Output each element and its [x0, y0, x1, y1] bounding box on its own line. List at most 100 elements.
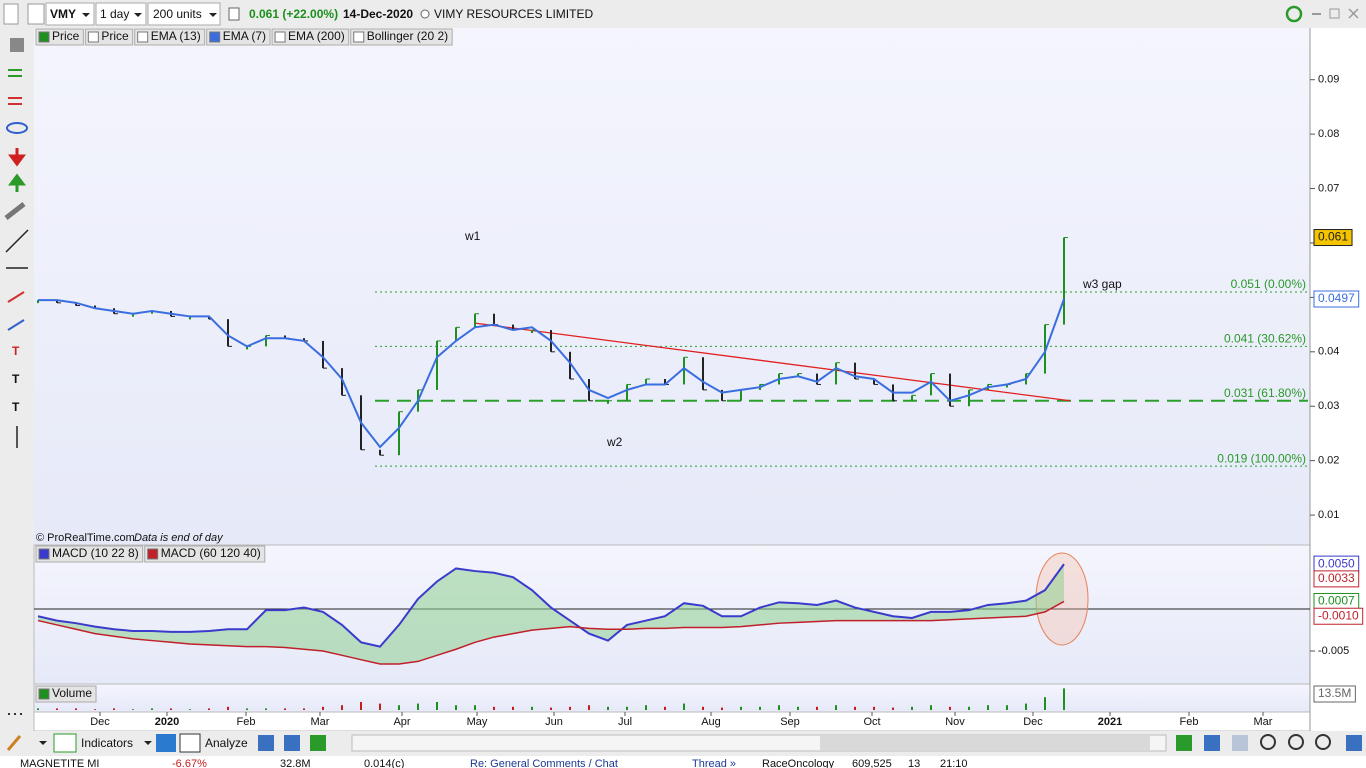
fib-label: 0.051 (0.00%) [1231, 277, 1306, 291]
volume-bar [778, 705, 780, 710]
radio[interactable] [420, 9, 430, 19]
volume-bar [151, 708, 153, 710]
trend-tool[interactable] [7, 291, 25, 303]
legend-bg [35, 545, 144, 563]
tool-icon[interactable] [258, 735, 274, 751]
hline-tool-red[interactable] [8, 97, 22, 105]
legend-bg [144, 545, 266, 563]
volume-bar [284, 708, 286, 710]
redo-button[interactable] [1232, 735, 1248, 751]
zoom-button[interactable] [1260, 734, 1276, 750]
sync-icon[interactable] [1285, 5, 1303, 23]
indicators-button[interactable]: Indicators [81, 736, 133, 750]
tool-icon[interactable] [1346, 735, 1362, 751]
volume-bar [702, 706, 704, 710]
info-icon[interactable] [228, 7, 240, 21]
legend-item: MACD (10 22 8) [35, 545, 144, 563]
line-tool[interactable] [5, 229, 29, 253]
volume-bar [341, 705, 343, 710]
volume-bar [968, 706, 970, 710]
trash-tool[interactable] [10, 38, 24, 52]
annotation: w3 gap [1082, 277, 1122, 291]
value-label-bg [1313, 290, 1360, 308]
tool-icon[interactable] [310, 735, 326, 751]
volume-bar [132, 709, 134, 710]
legend-item: Bollinger (20 2) [350, 28, 453, 46]
legend-bg [271, 28, 350, 46]
value-label: -0.0010 [1318, 608, 1359, 622]
legend-item: EMA (13) [134, 28, 206, 46]
ruler-tool[interactable] [4, 202, 26, 220]
hline-tool[interactable] [8, 69, 22, 77]
status-bar [0, 756, 1366, 768]
minimize-button[interactable] [1312, 13, 1321, 15]
color-button[interactable] [3, 3, 19, 25]
legend-label: EMA (200) [288, 29, 345, 43]
volume-bar [379, 703, 381, 710]
volume-bar [645, 705, 647, 710]
y-tick-label: 0.07 [1318, 182, 1339, 194]
analyze-icon[interactable] [179, 733, 201, 753]
units-box[interactable] [147, 2, 221, 26]
macd-band [38, 564, 1064, 665]
tool-icon[interactable] [1176, 735, 1192, 751]
indicators-icon[interactable] [53, 733, 77, 753]
macd-line [37, 600, 1065, 665]
volume-bar [436, 702, 438, 710]
ticker: VMY [50, 7, 76, 21]
value-label-box: -0.0010 [1313, 607, 1364, 625]
volume-bar [588, 705, 590, 710]
value-label: 0.0050 [1318, 556, 1355, 570]
text-tool-icon[interactable]: T [12, 372, 20, 386]
legend-label: EMA (7) [223, 29, 266, 43]
volume-bar [1063, 688, 1065, 710]
volume-bar [246, 708, 248, 710]
ellipse-tool[interactable] [6, 122, 28, 134]
close-button[interactable] [1348, 8, 1359, 19]
pencil-icon[interactable] [6, 735, 22, 751]
buy-arrow[interactable] [8, 173, 26, 192]
volume-bar [512, 706, 514, 710]
volume-bar [569, 706, 571, 710]
x-tick-label: Dec [90, 716, 110, 728]
dropdown-arrow [39, 741, 47, 745]
zoom-in-button[interactable] [1315, 734, 1331, 750]
legend-checkbox [353, 31, 365, 43]
channel-tool[interactable] [7, 319, 25, 331]
value-label-bg [1313, 607, 1364, 625]
legend-label: Price [52, 29, 80, 43]
x-tick-label: Apr [393, 716, 410, 728]
analyze-button[interactable]: Analyze [205, 736, 248, 750]
volume-bar [873, 706, 875, 710]
volume-bar [303, 708, 305, 710]
zoom-out-button[interactable] [1288, 734, 1304, 750]
legend-checkbox [137, 31, 149, 43]
maximize-button[interactable] [1329, 8, 1340, 19]
volume-bar [835, 705, 837, 710]
undo-button[interactable] [1204, 735, 1220, 751]
x-tick-label: Oct [863, 716, 880, 728]
legend-label: Price [101, 29, 129, 43]
text-tool-icon[interactable]: T [12, 400, 20, 414]
y-tick-label: 0.03 [1318, 400, 1339, 412]
interval-box[interactable] [95, 2, 147, 26]
sell-arrow[interactable] [8, 148, 26, 167]
scrollbar-thumb[interactable] [820, 736, 1150, 750]
volume-bar [626, 706, 628, 710]
volume-bar [1006, 705, 1008, 710]
pin-button[interactable] [27, 3, 45, 25]
x-tick-label: Jul [618, 716, 632, 728]
legend-item: Volume [35, 685, 97, 703]
tool-icon[interactable] [284, 735, 300, 751]
value-label: 0.061 [1318, 230, 1348, 244]
dropdown-arrow [134, 13, 142, 17]
y-tick-label: 0.09 [1318, 74, 1339, 86]
volume-bar [56, 708, 58, 710]
volume-bar [759, 706, 761, 710]
status-text: 0.014(c) [364, 758, 404, 768]
status-text: 21:10 [940, 758, 968, 768]
share-icon[interactable] [156, 734, 176, 752]
text-tool-icon[interactable]: T [12, 344, 20, 358]
ticker-box[interactable] [45, 2, 95, 26]
volume-bar [1025, 703, 1027, 710]
